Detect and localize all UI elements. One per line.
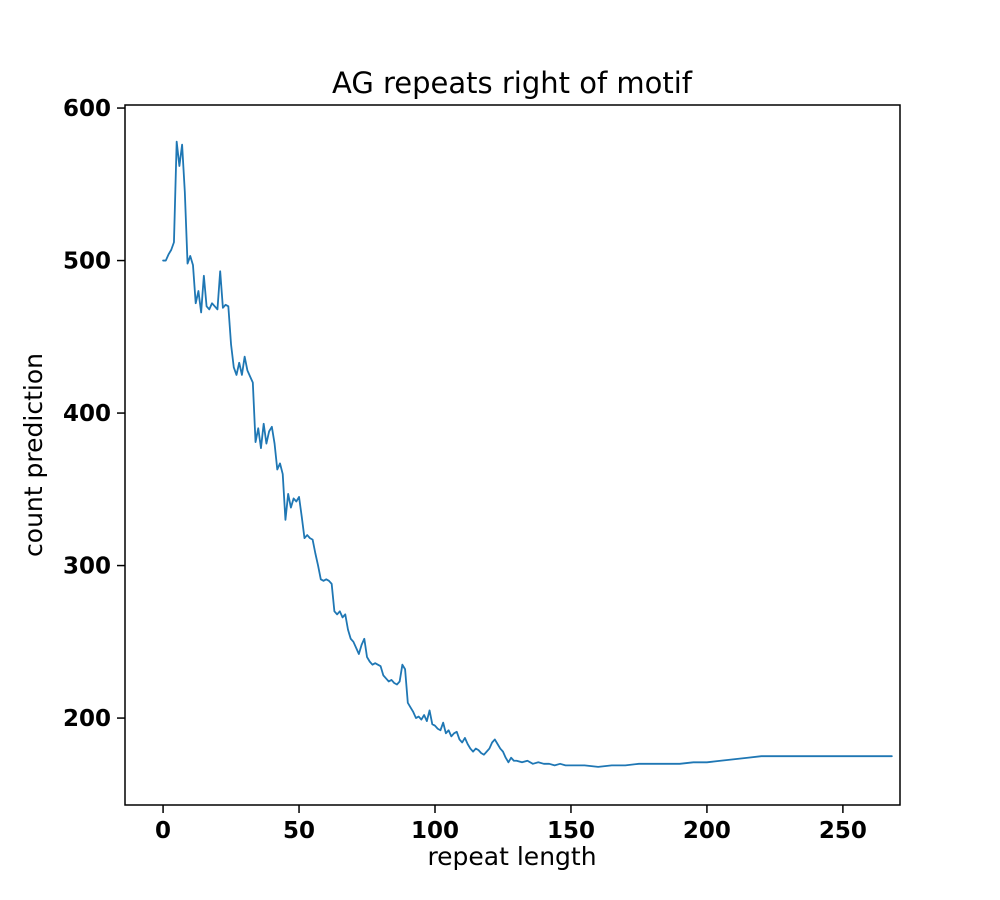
x-tick-label: 50 [283, 818, 315, 844]
y-tick-label: 500 [63, 249, 111, 275]
x-tick-label: 100 [411, 818, 459, 844]
axes-box [124, 104, 901, 806]
axes-spines [124, 104, 901, 806]
x-tick-label: 250 [819, 818, 867, 844]
y-tick-label: 200 [63, 706, 111, 732]
y-tick-label: 300 [63, 554, 111, 580]
x-axis-label: repeat length [427, 842, 596, 871]
y-tick-label: 600 [63, 96, 111, 122]
series-line [162, 140, 893, 768]
x-tick-label: 0 [155, 818, 171, 844]
x-tick-label: 150 [547, 818, 595, 844]
y-axis-label: count prediction [19, 353, 48, 557]
axes-ticks: 0 50 100 150 200 250 200 300 400 500 600 [63, 96, 867, 844]
x-tick-label: 200 [683, 818, 731, 844]
chart-title: AG repeats right of motif [332, 66, 693, 100]
y-tick-label: 400 [63, 401, 111, 427]
data-series [162, 140, 893, 768]
